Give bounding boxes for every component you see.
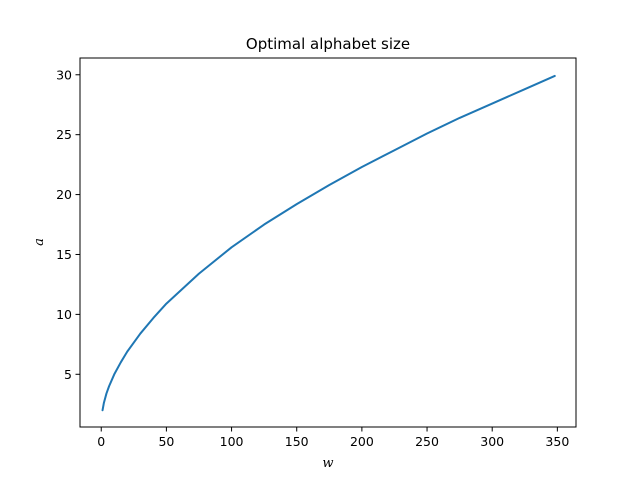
chart-title: Optimal alphabet size [246,35,410,53]
x-tick-label-300: 300 [480,434,504,449]
y-tick-label-25: 25 [56,127,72,142]
y-tick-label-20: 20 [56,187,72,202]
series-line-0 [101,74,556,412]
plot-area: 0 50 100 150 200 250 300 350 5 10 15 20 25 30 [56,57,577,449]
x-tick-label-0: 0 [97,434,105,449]
plot-frame [79,57,577,428]
x-tick-label-100: 100 [220,434,244,449]
x-tick-label-200: 200 [350,434,374,449]
y-tick-label-30: 30 [56,67,72,82]
y-tick-label-5: 5 [64,367,72,382]
y-tick-label-10: 10 [56,307,72,322]
x-axis-label: w [322,456,333,471]
x-tick-label-350: 350 [545,434,569,449]
y-tick-label-15: 15 [56,247,72,262]
x-tick-label-250: 250 [415,434,439,449]
x-tick-label-50: 50 [158,434,174,449]
y-axis-label: a [32,238,47,246]
x-tick-label-150: 150 [285,434,309,449]
